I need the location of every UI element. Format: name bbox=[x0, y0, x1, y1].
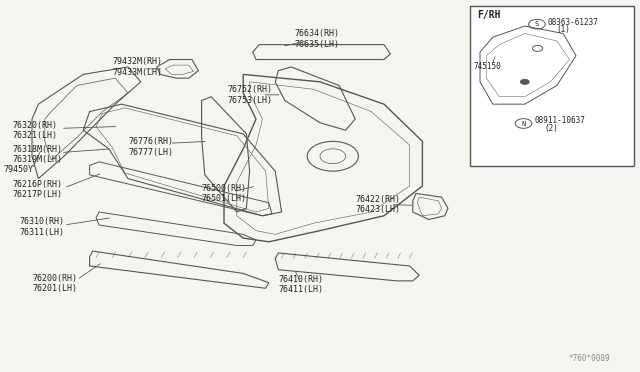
Text: (2): (2) bbox=[544, 124, 558, 133]
Text: 76500(RH)
76501(LH): 76500(RH) 76501(LH) bbox=[202, 184, 246, 203]
Text: S: S bbox=[535, 21, 539, 27]
Text: 76200(RH)
76201(LH): 76200(RH) 76201(LH) bbox=[32, 274, 77, 293]
Text: F/RH: F/RH bbox=[477, 10, 500, 20]
Text: 76310(RH)
76311(LH): 76310(RH) 76311(LH) bbox=[19, 217, 64, 237]
Text: 76320(RH)
76321(LH): 76320(RH) 76321(LH) bbox=[13, 121, 58, 140]
Text: 76422(RH)
76423(LH): 76422(RH) 76423(LH) bbox=[355, 195, 400, 214]
Text: N: N bbox=[522, 121, 525, 126]
Text: 76776(RH)
76777(LH): 76776(RH) 76777(LH) bbox=[128, 137, 173, 157]
FancyBboxPatch shape bbox=[470, 6, 634, 166]
Circle shape bbox=[520, 79, 529, 84]
Text: 76752(RH)
76753(LH): 76752(RH) 76753(LH) bbox=[227, 85, 272, 105]
Text: 79450Y: 79450Y bbox=[3, 165, 33, 174]
Text: 79432M(RH)
79433M(LH): 79432M(RH) 79433M(LH) bbox=[112, 57, 162, 77]
Text: 76216P(RH)
76217P(LH): 76216P(RH) 76217P(LH) bbox=[13, 180, 63, 199]
Text: 76634(RH)
76635(LH): 76634(RH) 76635(LH) bbox=[294, 29, 339, 49]
Text: *760*0089: *760*0089 bbox=[568, 355, 610, 363]
Text: 76318M(RH)
76319M(LH): 76318M(RH) 76319M(LH) bbox=[13, 145, 63, 164]
Text: 745150: 745150 bbox=[474, 62, 501, 71]
Text: (1): (1) bbox=[557, 25, 571, 34]
Text: 76410(RH)
76411(LH): 76410(RH) 76411(LH) bbox=[278, 275, 323, 294]
Text: 08911-10637: 08911-10637 bbox=[534, 116, 585, 125]
Text: 08363-61237: 08363-61237 bbox=[547, 18, 598, 27]
